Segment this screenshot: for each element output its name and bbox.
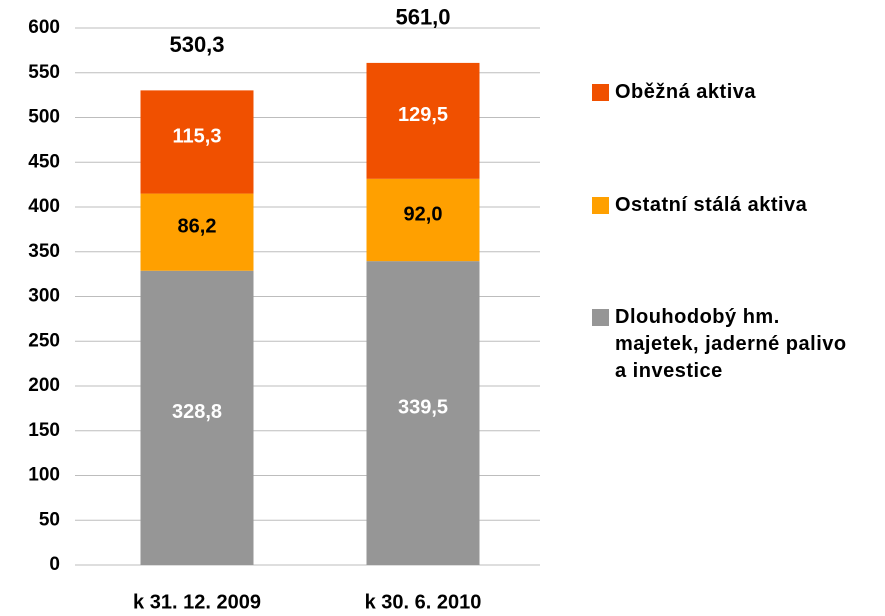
y-tick-label: 150 bbox=[28, 420, 60, 441]
legend-entry: Oběžná aktiva bbox=[592, 79, 880, 106]
y-tick-label: 450 bbox=[28, 151, 60, 172]
y-tick-label: 600 bbox=[28, 17, 60, 38]
data-label: 339,5 bbox=[398, 396, 448, 418]
y-tick-label: 500 bbox=[28, 107, 60, 128]
y-tick-label: 550 bbox=[28, 62, 60, 83]
legend-entry: Ostatní stálá aktiva bbox=[592, 192, 880, 219]
y-tick-label: 300 bbox=[28, 286, 60, 307]
total-label: 530,3 bbox=[169, 32, 224, 57]
bar-segment bbox=[366, 178, 480, 262]
legend-swatch bbox=[592, 197, 609, 214]
y-tick-label: 0 bbox=[49, 554, 60, 575]
legend-label: Ostatní stálá aktiva bbox=[615, 194, 808, 216]
legend-swatch bbox=[592, 309, 609, 326]
bar-segment bbox=[366, 62, 480, 179]
data-label: 129,5 bbox=[398, 104, 448, 126]
legend-label: Dlouhodobý hm. majetek, jaderné palivo a… bbox=[615, 306, 847, 382]
x-tick-label: k 30. 6. 2010 bbox=[365, 591, 482, 613]
legend-entry: Dlouhodobý hm. majetek, jaderné palivo a… bbox=[592, 304, 855, 385]
bar-segment bbox=[140, 193, 254, 271]
data-label: 92,0 bbox=[404, 203, 443, 225]
bar-segment bbox=[366, 261, 480, 565]
y-tick-label: 50 bbox=[39, 509, 60, 530]
y-tick-label: 100 bbox=[28, 465, 60, 486]
x-tick-label: k 31. 12. 2009 bbox=[133, 591, 261, 613]
data-label: 328,8 bbox=[172, 401, 222, 423]
legend-swatch bbox=[592, 84, 609, 101]
y-tick-label: 250 bbox=[28, 330, 60, 351]
data-label: 86,2 bbox=[178, 215, 217, 237]
legend-label: Oběžná aktiva bbox=[615, 81, 757, 103]
bar-segment bbox=[140, 270, 254, 565]
bar-segment bbox=[140, 90, 254, 194]
y-tick-label: 400 bbox=[28, 196, 60, 217]
data-label: 115,3 bbox=[173, 125, 222, 147]
y-tick-label: 200 bbox=[28, 375, 60, 396]
total-label: 561,0 bbox=[395, 5, 450, 30]
y-tick-label: 350 bbox=[28, 241, 60, 262]
